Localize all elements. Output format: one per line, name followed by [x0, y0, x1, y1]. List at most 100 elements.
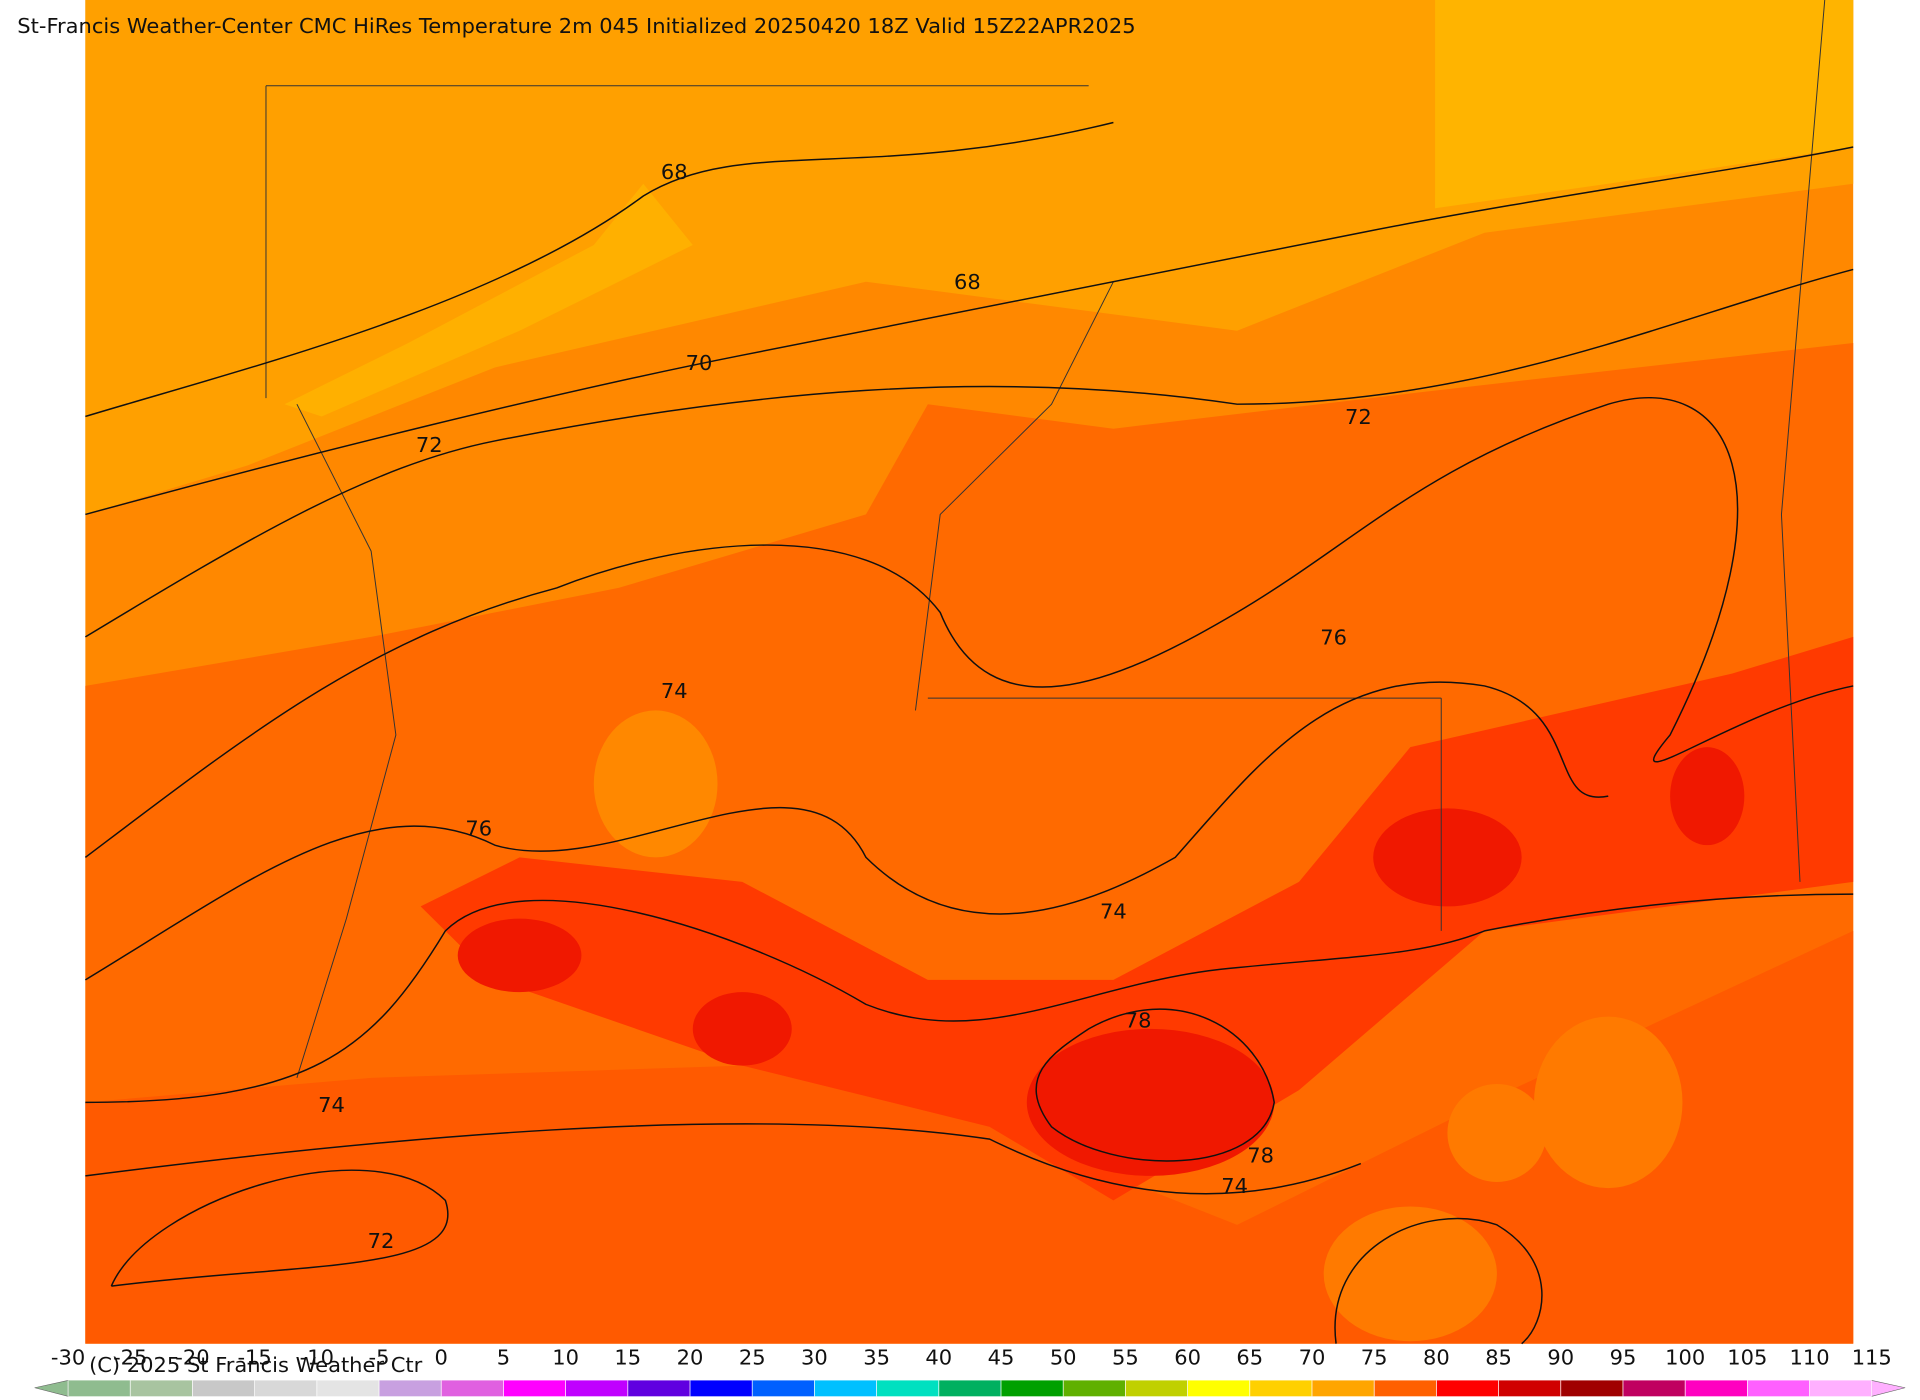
colorbar-tick-label: 10 [552, 1346, 579, 1370]
colorbar-tick-label: -25 [113, 1346, 147, 1370]
colorbar-segment [1436, 1380, 1499, 1397]
contour-label: 74 [1100, 900, 1127, 924]
colorbar-tick-label: -30 [51, 1346, 85, 1370]
colorbar-end [1871, 1380, 1906, 1397]
colorbar-tick-label: 25 [739, 1346, 766, 1370]
cool-region [85, 0, 1854, 515]
colorbar-tick-label: 115 [1852, 1346, 1892, 1370]
contour [84, 397, 1854, 858]
contour-label: 78 [1247, 1143, 1274, 1167]
colorbar-tick-label: 95 [1610, 1346, 1637, 1370]
colorbar-tick-label: 90 [1547, 1346, 1574, 1370]
state-border [265, 0, 1826, 1079]
colorbar-segment [1311, 1380, 1375, 1397]
colorbar-tick-label: 105 [1727, 1346, 1767, 1370]
contour [85, 1123, 1362, 1195]
contour-label: 72 [368, 1229, 395, 1253]
colorbar-segment [1747, 1380, 1810, 1397]
map-title: St-Francis Weather-Center CMC HiRes Temp… [17, 14, 1135, 38]
colorbar-segment [752, 1380, 815, 1397]
colorbar-segment [192, 1380, 255, 1397]
colorbar-segment [68, 1380, 131, 1397]
colorbar: -30 -25 -20 -15 -10 -5 0 5 10 15 20 25 30 35 40 45 50 55 6… [34, 1346, 1906, 1397]
colorbar-end [34, 1380, 69, 1397]
colorbar-tick-label: -5 [369, 1346, 390, 1370]
colorbar-segment [1498, 1380, 1561, 1397]
contour [85, 121, 1114, 418]
contour-labels: 68 68 70 72 72 76 74 76 74 78 78 74 74 72 [318, 160, 1372, 1253]
colorbar-tick-label: 55 [1112, 1346, 1139, 1370]
colorbar-segment [1125, 1380, 1188, 1397]
colorbar-tick-label: 0 [435, 1346, 448, 1370]
cool-region [284, 183, 693, 417]
contour [1035, 1008, 1275, 1162]
colorbar-tick-label: 70 [1299, 1346, 1326, 1370]
colorbar-segment [130, 1380, 193, 1397]
colorbar-segment [1000, 1380, 1064, 1397]
contour [84, 268, 1854, 638]
colorbar-tick-label: 20 [677, 1346, 704, 1370]
colorbar-tick-label: 65 [1236, 1346, 1263, 1370]
contour-label: 74 [318, 1093, 345, 1117]
cool-pocket [593, 710, 718, 858]
colorbar-segment [441, 1380, 504, 1397]
colorbar-tick-label: 110 [1790, 1346, 1830, 1370]
colorbar-segment [565, 1380, 628, 1397]
contour [110, 1169, 449, 1287]
contour-label: 68 [954, 270, 981, 294]
colorbar-segment [254, 1380, 317, 1397]
colorbar-segment [1809, 1380, 1872, 1397]
colorbar-segment [814, 1380, 877, 1397]
gulf-cool [1534, 1016, 1683, 1189]
hot-core [1026, 1028, 1275, 1176]
colorbar-tick-label: 15 [614, 1346, 641, 1370]
gulf-cool [1323, 1206, 1497, 1342]
colorbar-tick-label: 45 [988, 1346, 1015, 1370]
hot-core [1373, 808, 1522, 907]
contour [85, 893, 1854, 1104]
colorbar-segment [1622, 1380, 1686, 1397]
contour-label: 70 [686, 351, 713, 375]
contour-label: 72 [1345, 405, 1372, 429]
colorbar-segment [1374, 1380, 1437, 1397]
colorbar-segment [503, 1380, 566, 1397]
hot-region [420, 636, 1854, 1201]
colorbar-segment [316, 1380, 380, 1397]
colorbar-segment [1560, 1380, 1623, 1397]
contour-label: 76 [1320, 625, 1347, 649]
colorbar-tick-label: -15 [237, 1346, 271, 1370]
contour-label: 74 [1221, 1174, 1248, 1198]
colorbar-segment [1063, 1380, 1126, 1397]
hot-core [457, 918, 582, 993]
colorbar-segment [1187, 1380, 1250, 1397]
contour-label: 76 [465, 816, 492, 840]
colorbar-tick-label: 80 [1423, 1346, 1450, 1370]
colorbar-tick-label: 40 [925, 1346, 952, 1370]
colorbar-tick-label: 5 [497, 1346, 510, 1370]
contour-label: 72 [416, 433, 443, 457]
contour-label: 68 [661, 160, 688, 184]
hot-core [692, 992, 792, 1066]
colorbar-segment [627, 1380, 691, 1397]
colorbar-segment [938, 1380, 1001, 1397]
contour [1334, 1217, 1543, 1345]
cool-region [1435, 0, 1854, 209]
colorbar-segment [690, 1380, 753, 1397]
colorbar-segment [379, 1380, 442, 1397]
contour [84, 681, 1609, 981]
hot-core [1670, 747, 1745, 846]
colorbar-tick-label: 60 [1174, 1346, 1201, 1370]
contour-label: 74 [661, 679, 688, 703]
colorbar-tick-label: -10 [300, 1346, 334, 1370]
copyright: (C) 2025 St Francis Weather Ctr [89, 1353, 423, 1377]
colorbar-tick-label: 35 [863, 1346, 890, 1370]
contour [85, 146, 1854, 516]
colorbar-tick-label: 100 [1665, 1346, 1705, 1370]
colorbar-tick-label: 30 [801, 1346, 828, 1370]
colorbar-tick-label: 50 [1050, 1346, 1077, 1370]
gulf-cool [1447, 1083, 1547, 1182]
colorbar-tick-label: 85 [1485, 1346, 1512, 1370]
colorbar-tick-label: -20 [175, 1346, 209, 1370]
